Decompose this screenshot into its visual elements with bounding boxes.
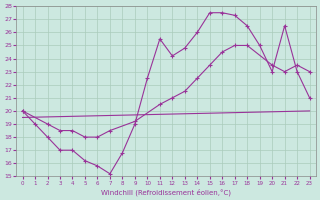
X-axis label: Windchill (Refroidissement éolien,°C): Windchill (Refroidissement éolien,°C) [101,188,231,196]
